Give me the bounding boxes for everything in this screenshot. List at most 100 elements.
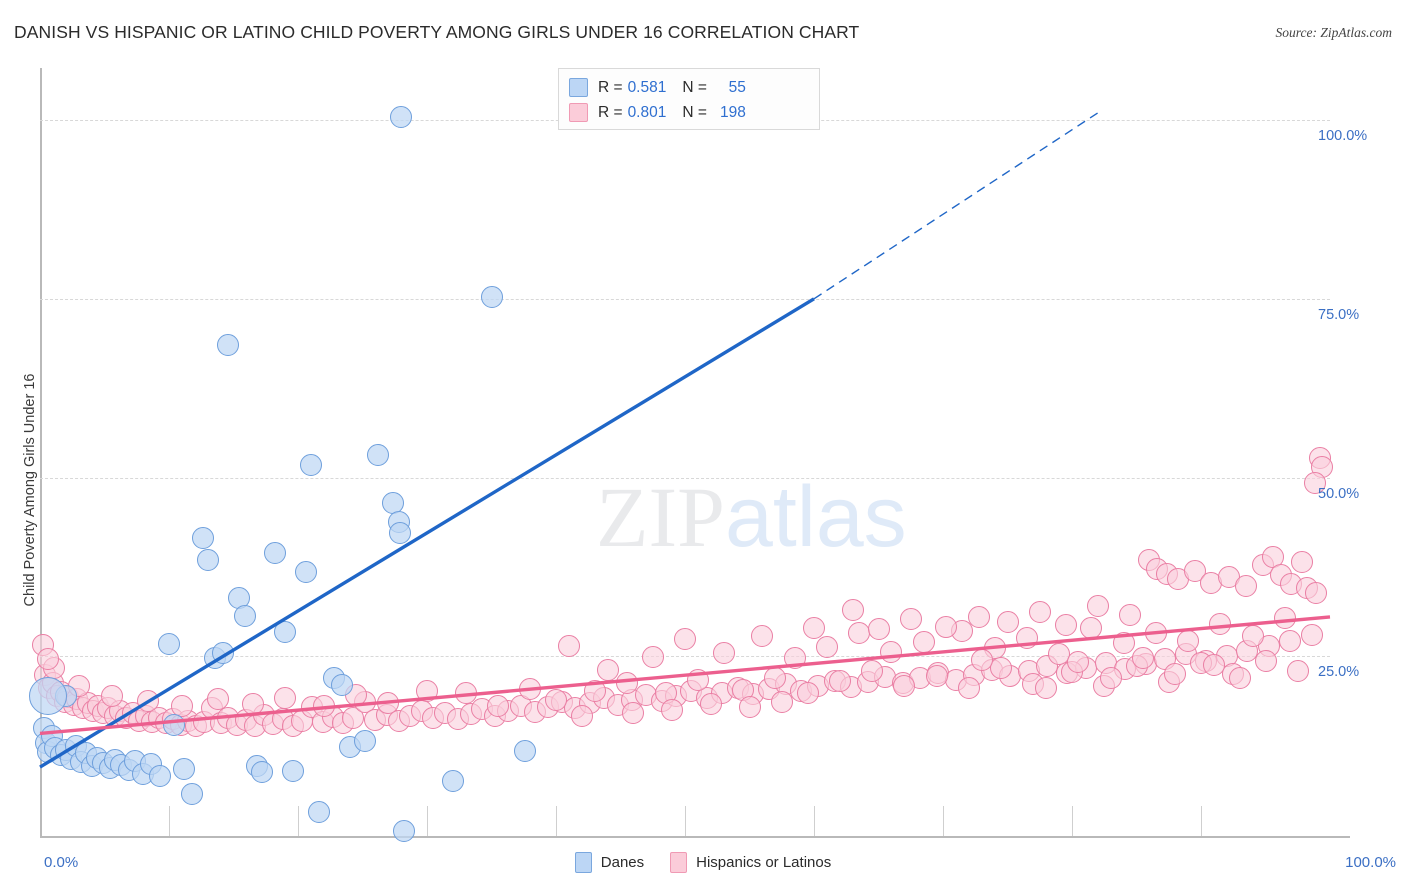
- stats-n-value-danes: 55: [728, 78, 746, 96]
- data-point: [1279, 629, 1301, 652]
- data-point: [841, 598, 864, 621]
- data-point: [388, 522, 411, 545]
- gridline-25: [40, 656, 1330, 658]
- trend-line-hispanics: [39, 615, 1331, 736]
- data-point: [641, 645, 664, 668]
- x-axis-line: [40, 836, 1350, 838]
- data-point: [299, 454, 322, 477]
- data-point: [263, 542, 286, 565]
- data-point: [557, 635, 580, 658]
- data-point: [1290, 550, 1313, 573]
- x-axis-min-label: 0.0%: [44, 854, 79, 871]
- data-point: [1028, 600, 1051, 623]
- x-tick-1: [169, 806, 170, 836]
- x-tick-8: [1072, 806, 1073, 836]
- x-tick-4: [556, 806, 557, 836]
- data-point: [342, 707, 365, 730]
- gridline-75: [40, 298, 1330, 300]
- data-point: [207, 688, 230, 711]
- x-tick-3: [427, 806, 428, 836]
- data-point: [1241, 625, 1264, 648]
- y-tick-label-75: 75.0%: [1318, 306, 1360, 323]
- data-point: [803, 616, 825, 639]
- data-point: [1254, 650, 1277, 673]
- series-legend: Danes Hispanics or Latinos: [0, 852, 1406, 873]
- data-point: [486, 694, 509, 717]
- data-point: [751, 624, 774, 647]
- correlation-stats-box: R = 0.581 N = 55 R = 0.801 N = 198: [558, 68, 820, 130]
- data-point: [1235, 575, 1258, 598]
- data-point: [796, 681, 819, 704]
- data-point: [307, 801, 330, 824]
- data-point: [1164, 663, 1187, 686]
- legend-swatch-hispanics: [670, 852, 688, 873]
- legend-item-hispanics[interactable]: Hispanics or Latinos: [670, 852, 831, 873]
- data-point: [1304, 582, 1327, 605]
- data-point: [867, 618, 890, 641]
- trend-line-danes-extrapolated: [813, 112, 1099, 300]
- stats-n-label-danes: N =: [682, 78, 707, 96]
- legend-swatch-danes: [574, 852, 592, 873]
- data-point: [514, 739, 537, 762]
- data-point: [570, 705, 593, 728]
- data-point: [281, 759, 304, 782]
- x-axis-max-label: 100.0%: [1345, 854, 1396, 871]
- data-point: [1228, 667, 1251, 690]
- data-point: [1086, 594, 1109, 617]
- data-point: [390, 106, 413, 129]
- data-point: [1202, 653, 1225, 676]
- stats-r-label-danes: R =: [598, 78, 623, 96]
- data-point: [990, 656, 1013, 679]
- y-tick-label-100: 100.0%: [1318, 128, 1368, 145]
- x-tick-5: [685, 806, 686, 836]
- data-point: [1286, 660, 1309, 683]
- data-point: [968, 605, 991, 628]
- data-point: [1054, 613, 1077, 636]
- page-title: DANISH VS HISPANIC OR LATINO CHILD POVER…: [14, 22, 860, 42]
- y-axis-line: [40, 68, 42, 838]
- data-point: [1099, 666, 1122, 689]
- data-point: [738, 696, 761, 719]
- data-point: [815, 635, 838, 658]
- data-point: [196, 549, 219, 572]
- legend-item-danes[interactable]: Danes: [574, 852, 645, 873]
- data-point: [170, 694, 193, 717]
- data-point: [250, 761, 273, 784]
- data-point: [674, 628, 696, 651]
- data-point: [191, 527, 214, 550]
- trend-lines: [39, 112, 1331, 769]
- stats-n-label-hispanics: N =: [682, 103, 707, 121]
- stats-swatch-hispanics: [569, 103, 588, 122]
- data-point: [1131, 647, 1154, 670]
- data-point: [1209, 613, 1232, 636]
- x-tick-6: [814, 806, 815, 836]
- stats-n-value-hispanics: 198: [720, 103, 746, 121]
- y-tick-label-25: 25.0%: [1318, 664, 1360, 681]
- data-point: [596, 658, 619, 681]
- data-point: [957, 677, 980, 700]
- data-point: [36, 648, 59, 671]
- data-point: [828, 670, 851, 693]
- data-point: [416, 679, 438, 702]
- stats-r-label-hispanics: R =: [598, 103, 623, 121]
- data-point: [217, 334, 240, 357]
- data-point: [712, 641, 735, 664]
- data-point: [583, 680, 606, 703]
- data-point: [234, 605, 257, 628]
- legend-label-danes: Danes: [600, 854, 645, 871]
- data-point: [366, 443, 389, 466]
- data-point: [899, 608, 922, 631]
- stats-r-value-hispanics: 0.801: [627, 103, 667, 121]
- data-point: [925, 664, 948, 687]
- data-point: [934, 615, 957, 638]
- plot-area: ZIPatlas: [28, 70, 1334, 842]
- data-point: [770, 691, 793, 714]
- trend-line-danes: [39, 297, 815, 769]
- legend-label-hispanics: Hispanics or Latinos: [696, 854, 832, 871]
- data-point: [274, 686, 297, 709]
- data-point: [294, 560, 317, 583]
- data-point: [392, 819, 415, 842]
- data-point: [1183, 560, 1206, 583]
- data-point: [173, 758, 196, 781]
- stats-row-danes: R = 0.581 N = 55: [569, 75, 809, 100]
